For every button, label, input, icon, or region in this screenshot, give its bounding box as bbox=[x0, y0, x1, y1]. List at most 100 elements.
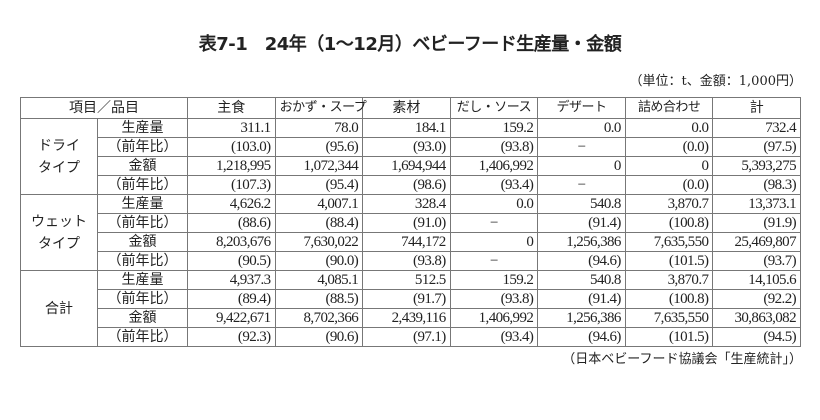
value-cell: 540.8 bbox=[537, 194, 626, 214]
value-cell: 25,469,807 bbox=[712, 232, 801, 252]
value-cell: 744,172 bbox=[362, 232, 451, 252]
value-cell: (107.3) bbox=[187, 175, 276, 195]
row-label: 生産量 bbox=[97, 118, 188, 138]
value-cell: 8,702,366 bbox=[274, 308, 364, 328]
value-cell: 540.8 bbox=[537, 270, 626, 290]
value-cell: 7,635,550 bbox=[624, 308, 714, 328]
value-cell: − bbox=[449, 213, 539, 233]
value-cell: 0 bbox=[449, 232, 539, 252]
value-cell: (91.4) bbox=[537, 289, 626, 309]
header-cell: 計 bbox=[712, 97, 801, 119]
value-cell: (94.6) bbox=[537, 327, 626, 347]
value-cell: 1,694,944 bbox=[362, 156, 451, 176]
row-label: （前年比） bbox=[97, 289, 188, 309]
value-cell: (90.0) bbox=[274, 251, 364, 271]
value-cell: (100.8) bbox=[624, 213, 714, 233]
value-cell: 328.4 bbox=[362, 194, 451, 214]
value-cell: 1,256,386 bbox=[537, 232, 626, 252]
header-cell: 項目／品目 bbox=[20, 97, 188, 119]
value-cell: 1,256,386 bbox=[537, 308, 626, 328]
value-cell: 9,422,671 bbox=[187, 308, 276, 328]
value-cell: 3,870.7 bbox=[624, 194, 714, 214]
value-cell: (88.6) bbox=[187, 213, 276, 233]
value-cell: 0.0 bbox=[624, 118, 714, 138]
header-cell: 主食 bbox=[187, 97, 276, 119]
table-row: （前年比） (88.6) (88.4) (91.0) − (91.4) (100.8) (91… bbox=[21, 213, 801, 233]
value-cell: 512.5 bbox=[362, 270, 451, 290]
value-cell: (91.7) bbox=[362, 289, 451, 309]
group-label: ドライ タイプ bbox=[20, 118, 98, 195]
value-cell: (90.5) bbox=[187, 251, 276, 271]
source-note: （日本ベビーフード協議会「生産統計」） bbox=[562, 352, 802, 367]
value-cell: 0.0 bbox=[537, 118, 626, 138]
value-cell: (94.6) bbox=[537, 251, 626, 271]
value-cell: (93.4) bbox=[449, 175, 539, 195]
value-cell: 4,626.2 bbox=[187, 194, 276, 214]
production-table: 項目／品目 主食 おかず・スープ 素材 だし・ソース デザート 詰め合わせ 計 … bbox=[20, 97, 801, 347]
table-row: ウェット タイプ 生産量 4,626.2 4,007.1 328.4 0.0 540.8 3,… bbox=[20, 194, 801, 271]
value-cell: (97.1) bbox=[362, 327, 451, 347]
row-label: （前年比） bbox=[97, 251, 188, 271]
row-label: 金額 bbox=[97, 156, 188, 176]
header-cell: 詰め合わせ bbox=[624, 97, 714, 119]
row-label: 生産量 bbox=[97, 270, 188, 290]
value-cell: (95.6) bbox=[274, 137, 364, 157]
value-cell: (97.5) bbox=[712, 137, 801, 157]
table-title: 表7-1 24年（1〜12月）ベビーフード生産量・金額 bbox=[198, 34, 622, 55]
value-cell: 4,085.1 bbox=[274, 270, 364, 290]
value-cell: 184.1 bbox=[362, 118, 451, 138]
table-row: （前年比） (92.3) (90.6) (97.1) (93.4) (94.6) (101.… bbox=[21, 327, 801, 347]
value-cell: (94.5) bbox=[712, 327, 801, 347]
value-cell: (101.5) bbox=[624, 251, 714, 271]
value-cell: (92.3) bbox=[187, 327, 276, 347]
header-cell: デザート bbox=[537, 97, 626, 119]
value-cell: (98.3) bbox=[712, 175, 801, 195]
value-cell: 4,007.1 bbox=[274, 194, 364, 214]
value-cell: (88.4) bbox=[274, 213, 364, 233]
table-row: 合計 生産量 4,937.3 4,085.1 512.5 159.2 540.8 3,870.… bbox=[20, 270, 801, 347]
value-cell: (93.8) bbox=[449, 137, 539, 157]
value-cell: (100.8) bbox=[624, 289, 714, 309]
header-cell: おかず・スープ bbox=[274, 97, 367, 119]
row-label: （前年比） bbox=[97, 175, 188, 195]
value-cell: 13,373.1 bbox=[712, 194, 801, 214]
value-cell: 2,439,116 bbox=[362, 308, 451, 328]
table-row: 金額 9,422,671 8,702,366 2,439,116 1,406,992 1,… bbox=[21, 308, 801, 328]
value-cell: 7,635,550 bbox=[624, 232, 714, 252]
table-row: 金額 1,218,995 1,072,344 1,694,944 1,406,992 0 0… bbox=[21, 156, 801, 176]
header-cell: だし・ソース bbox=[449, 97, 539, 119]
value-cell: (91.9) bbox=[712, 213, 801, 233]
value-cell: (0.0) bbox=[624, 175, 714, 195]
table-row: ドライ タイプ 生産量 311.1 78.0 184.1 159.2 0.0 0.0 732.4 bbox=[20, 118, 801, 195]
value-cell: 1,218,995 bbox=[187, 156, 276, 176]
group-label: 合計 bbox=[20, 270, 98, 347]
value-cell: 311.1 bbox=[187, 118, 276, 138]
value-cell: (91.4) bbox=[537, 213, 626, 233]
value-cell: (98.6) bbox=[362, 175, 451, 195]
table-row: （前年比） (107.3) (95.4) (98.6) (93.4) − (0.0) (98.… bbox=[21, 175, 801, 195]
value-cell: (90.6) bbox=[274, 327, 364, 347]
value-cell: − bbox=[449, 251, 539, 271]
row-label: （前年比） bbox=[97, 213, 188, 233]
value-cell: (93.8) bbox=[449, 289, 539, 309]
value-cell: 4,937.3 bbox=[187, 270, 276, 290]
row-label: 生産量 bbox=[97, 194, 188, 214]
value-cell: 0.0 bbox=[449, 194, 539, 214]
row-label: （前年比） bbox=[97, 327, 188, 347]
value-cell: 0 bbox=[624, 156, 714, 176]
value-cell: (93.8) bbox=[362, 251, 451, 271]
table-row: （前年比） (90.5) (90.0) (93.8) − (94.6) (101.5) (93… bbox=[21, 251, 801, 271]
value-cell: (91.0) bbox=[362, 213, 451, 233]
header-row: 項目／品目 主食 おかず・スープ 素材 だし・ソース デザート 詰め合わせ 計 bbox=[20, 97, 801, 119]
table-row: （前年比） (103.0) (95.6) (93.0) (93.8) − (0.0) (97.… bbox=[21, 137, 801, 157]
value-cell: 159.2 bbox=[449, 118, 539, 138]
value-cell: 78.0 bbox=[274, 118, 364, 138]
value-cell: (89.4) bbox=[187, 289, 276, 309]
row-label: （前年比） bbox=[97, 137, 188, 157]
value-cell: (103.0) bbox=[187, 137, 276, 157]
value-cell: 0 bbox=[537, 156, 626, 176]
value-cell: 7,630,022 bbox=[274, 232, 364, 252]
row-label: 金額 bbox=[97, 308, 188, 328]
value-cell: 30,863,082 bbox=[712, 308, 801, 328]
value-cell: − bbox=[537, 175, 626, 195]
